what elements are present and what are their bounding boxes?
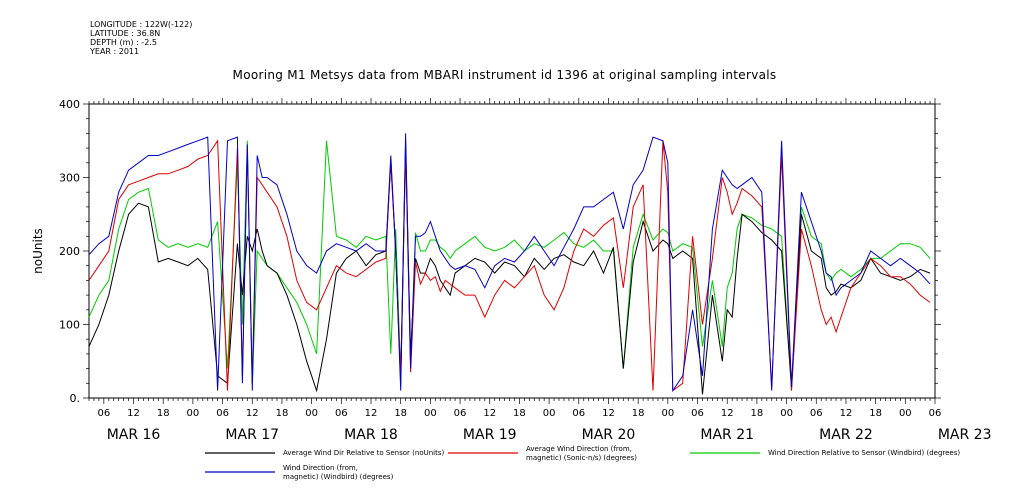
series-line-3: [88, 133, 931, 393]
y-tick-label: 100: [59, 319, 80, 332]
legend-label-1: Average Wind Direction (from,: [526, 445, 632, 453]
x-tick-label: 00: [424, 408, 437, 419]
legend-label-1: magnetic) (Sonic-n/s) (degrees): [526, 454, 637, 462]
x-tick-label: 06: [810, 408, 823, 419]
x-tick-label: 06: [572, 408, 585, 419]
x-tick-label: 00: [305, 408, 318, 419]
x-tick-label: 18: [869, 408, 882, 419]
legend-label-2: Wind Direction Relative to Sensor (Windb…: [768, 449, 960, 457]
date-label: MAR 21: [700, 427, 754, 443]
y-axis-label: noUnits: [31, 228, 45, 274]
x-tick-label: 18: [394, 408, 407, 419]
legend-label-3: Wind Direction (from,: [283, 464, 358, 472]
date-label: MAR 20: [582, 427, 636, 443]
x-tick-label: 00: [899, 408, 912, 419]
x-tick-label: 18: [157, 408, 170, 419]
date-label: MAR 17: [225, 427, 279, 443]
x-tick-label: 12: [127, 408, 140, 419]
x-tick-label: 06: [691, 408, 704, 419]
x-tick-label: 12: [840, 408, 853, 419]
x-tick-label: 06: [335, 408, 348, 419]
x-tick-label: 12: [246, 408, 259, 419]
x-tick-label: 18: [276, 408, 289, 419]
x-tick-label: 18: [751, 408, 764, 419]
y-tick-label: 0.: [70, 392, 81, 405]
chart-title: Mooring M1 Metsys data from MBARI instru…: [232, 68, 777, 82]
x-tick-label: 06: [454, 408, 467, 419]
legend-label-3: magnetic) (Windbird) (degrees): [283, 473, 394, 481]
longitude-label: LONGITUDE : 122W(-122): [90, 20, 193, 29]
latitude-label: LATITUDE : 36.8N: [90, 29, 161, 38]
y-tick-label: 200: [59, 245, 80, 258]
date-label: MAR 22: [819, 427, 873, 443]
year-label: YEAR : 2011: [90, 47, 140, 56]
date-label: MAR 18: [344, 427, 398, 443]
y-tick-label: 300: [59, 172, 80, 185]
x-tick-label: 06: [216, 408, 229, 419]
date-label: MAR 19: [463, 427, 517, 443]
x-tick-label: 00: [661, 408, 674, 419]
x-tick-label: 06: [97, 408, 110, 419]
x-tick-label: 06: [929, 408, 942, 419]
x-tick-label: 12: [602, 408, 615, 419]
x-tick-label: 00: [543, 408, 556, 419]
date-label: MAR 23: [938, 427, 992, 443]
series-line-0: [88, 148, 931, 395]
x-tick-label: 00: [187, 408, 200, 419]
x-tick-label: 12: [721, 408, 734, 419]
date-label: MAR 16: [107, 427, 161, 443]
depth-label: DEPTH (m) : -2.5: [90, 38, 157, 47]
x-tick-label: 18: [632, 408, 645, 419]
x-tick-label: 12: [365, 408, 378, 419]
x-tick-label: 18: [513, 408, 526, 419]
legend-label-0: Average Wind Dir Relative to Sensor (noU…: [283, 449, 444, 457]
metadata-block: LONGITUDE : 122W(-122) LATITUDE : 36.8N …: [90, 20, 192, 56]
x-tick-label: 12: [483, 408, 496, 419]
x-tick-label: 00: [780, 408, 793, 419]
y-tick-label: 400: [59, 98, 80, 111]
